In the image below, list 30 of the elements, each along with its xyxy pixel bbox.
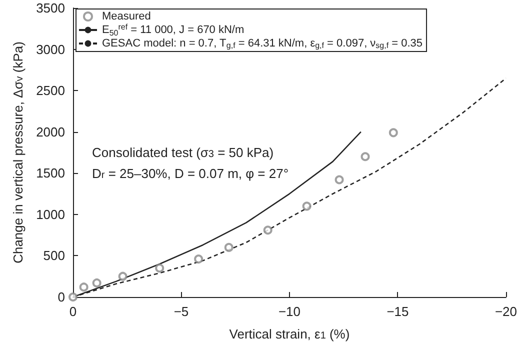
x-tick-label: 0 — [69, 304, 77, 319]
point — [68, 292, 78, 302]
x-axis-title: Vertical strain, ε1 (%) — [229, 326, 350, 342]
x-tick-label: −15 — [386, 304, 409, 319]
y-tick-label: 1000 — [36, 206, 65, 222]
point — [92, 278, 102, 288]
point — [302, 202, 312, 211]
point — [388, 128, 398, 138]
x-tick-label: −5 — [174, 304, 189, 319]
y-tick-label: 0 — [58, 290, 65, 304]
y-tick-label: 1500 — [36, 166, 65, 181]
annotation: Dr = 25–30%, D = 0.07 m, φ = 27° — [92, 166, 289, 181]
point — [334, 175, 344, 184]
point — [155, 264, 164, 273]
point — [194, 254, 204, 264]
legend-label: Measured — [102, 10, 151, 22]
y-tick-label: 500 — [43, 248, 65, 264]
y-tick-label: 2500 — [36, 83, 65, 98]
y-tick-label: 2000 — [36, 124, 65, 140]
y-tick-label: 3500 — [36, 0, 65, 16]
point — [360, 152, 370, 162]
point — [118, 272, 128, 281]
point — [224, 242, 234, 252]
y-tick-label: 3000 — [36, 42, 65, 57]
annotation: Consolidated test (σ3 = 50 kPa) — [92, 145, 274, 160]
point — [263, 226, 272, 235]
x-tick-label: −10 — [278, 304, 301, 319]
x-tick-label: −20 — [494, 304, 518, 319]
point — [79, 282, 88, 292]
y-axis-title: Change in vertical pressure, Δσv (kPa) — [10, 42, 26, 264]
